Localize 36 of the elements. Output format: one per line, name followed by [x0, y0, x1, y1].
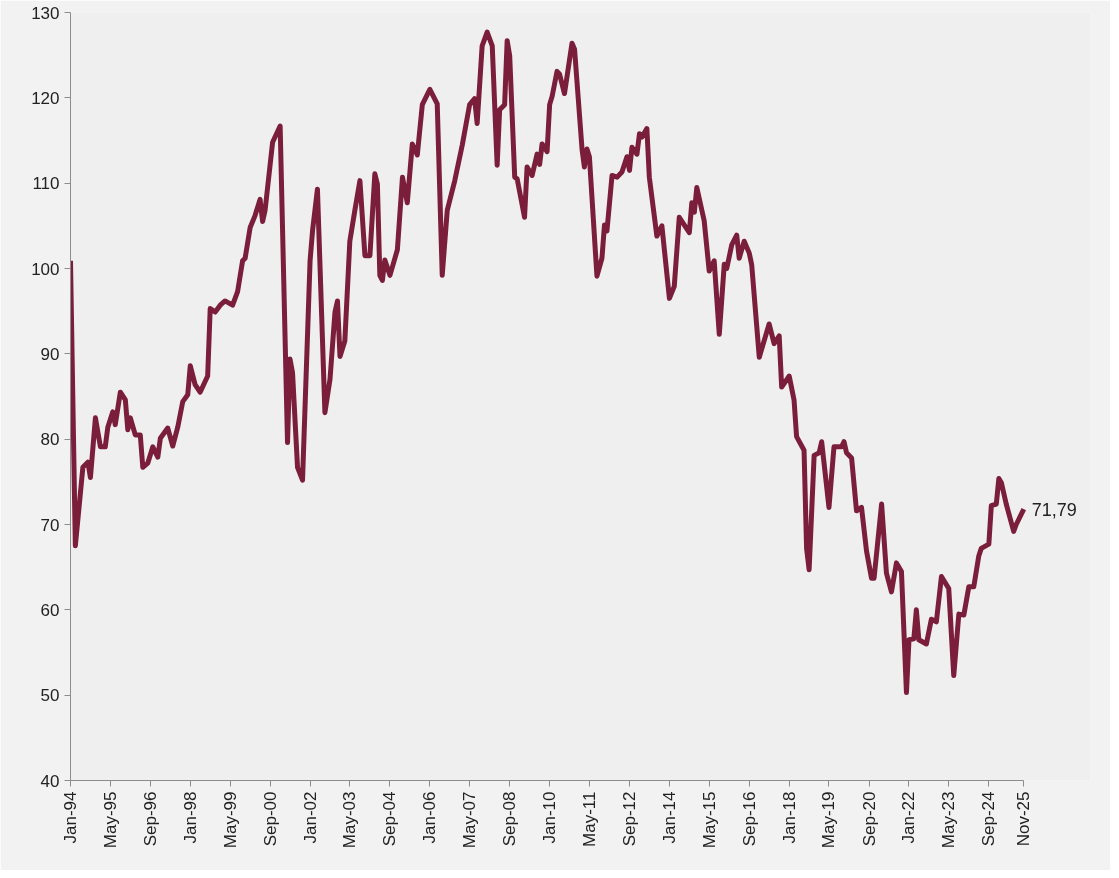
y-tick-label: 100 [31, 259, 60, 279]
x-tick-label: Sep-24 [979, 791, 999, 847]
x-tick-label: May-99 [220, 791, 240, 849]
x-tick-label: Sep-04 [380, 791, 400, 847]
y-tick-label: 130 [31, 3, 60, 23]
x-tick-label: May-95 [100, 791, 120, 849]
annotation: 71,79 [1031, 499, 1077, 520]
x-tick-label: May-03 [340, 791, 360, 849]
y-tick-label: 90 [40, 344, 60, 364]
x-tick-label: Sep-96 [140, 791, 160, 847]
x-tick-label: Jan-14 [659, 791, 679, 844]
x-tick-label: Jan-06 [420, 791, 440, 844]
x-tick-label: Jan-22 [899, 791, 919, 844]
x-tick-label: Sep-12 [619, 791, 639, 847]
y-tick-label: 80 [40, 430, 60, 450]
x-tick-label: May-15 [699, 791, 719, 849]
x-tick-label: May-11 [579, 791, 599, 847]
x-tick-label: May-07 [460, 791, 480, 849]
y-tick-label: 110 [32, 174, 60, 194]
x-tick-label: Jan-18 [779, 791, 799, 844]
y-tick-label: 120 [31, 88, 60, 108]
x-tick-label: Nov-25 [1014, 791, 1034, 847]
x-tick-label: Sep-00 [260, 791, 280, 847]
y-tick-label: 50 [40, 686, 60, 706]
x-tick-label: May-23 [939, 791, 959, 849]
x-tick-label: May-19 [819, 791, 839, 849]
y-tick-label: 40 [40, 771, 60, 791]
x-tick-label: Jan-10 [540, 791, 560, 844]
y-tick-label: 70 [40, 515, 60, 535]
y-tick-label: 60 [40, 600, 60, 620]
x-tick-label: Jan-02 [300, 791, 320, 844]
x-tick-label: Jan-94 [61, 791, 80, 844]
x-tick-label: Sep-20 [859, 791, 879, 847]
x-tick-label: Sep-16 [739, 791, 759, 847]
x-tick-label: Sep-08 [500, 791, 520, 847]
x-tick-label: Jan-98 [180, 791, 200, 844]
